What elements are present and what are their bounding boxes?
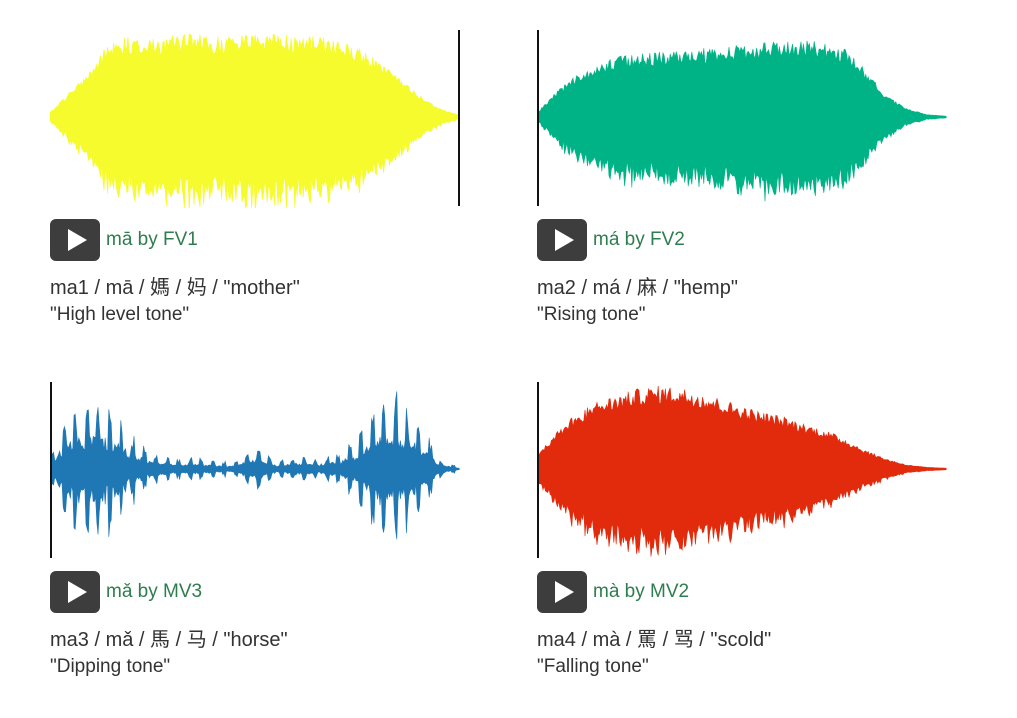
syllable-description: ma4 / mà / 罵 / 骂 / "scold" [537,629,772,651]
waveform[interactable] [537,28,947,208]
tone-name: "Dipping tone" [50,656,171,677]
player-row: má by FV2 [537,219,685,261]
syllable-description: ma2 / má / 麻 / "hemp" [537,277,738,299]
waveform-shape [50,33,460,208]
tone-name: "High level tone" [50,304,190,325]
syllable-description: ma3 / mǎ / 馬 / 马 / "horse" [50,629,288,651]
play-button[interactable] [50,571,100,613]
waveform-shape [537,40,947,202]
play-icon [67,581,87,603]
waveform[interactable] [50,380,460,560]
speaker-label[interactable]: mā by FV1 [106,229,198,250]
tone-name: "Falling tone" [537,656,649,677]
waveform-shape [50,391,460,540]
play-icon [554,229,574,251]
play-button[interactable] [50,219,100,261]
player-row: mǎ by MV3 [50,571,202,613]
sound-card-ma1: mā by FV1 ma1 / mā / 媽 / 妈 / "mother" "H… [50,28,470,348]
sound-card-ma4: mà by MV2 ma4 / mà / 罵 / 骂 / "scold" "Fa… [537,380,957,700]
waveform[interactable] [50,28,460,208]
sound-card-ma3: mǎ by MV3 ma3 / mǎ / 馬 / 马 / "horse" "Di… [50,380,470,700]
speaker-label[interactable]: mǎ by MV3 [106,581,203,602]
play-icon [554,581,574,603]
player-row: mā by FV1 [50,219,198,261]
waveform[interactable] [537,380,947,560]
play-icon [67,229,87,251]
play-button[interactable] [537,219,587,261]
syllable-description: ma1 / mā / 媽 / 妈 / "mother" [50,277,300,299]
speaker-label[interactable]: mà by MV2 [593,581,690,602]
waveform-shape [537,385,947,557]
player-row: mà by MV2 [537,571,689,613]
play-button[interactable] [537,571,587,613]
sound-card-ma2: má by FV2 ma2 / má / 麻 / "hemp" "Rising … [537,28,957,348]
tone-name: "Rising tone" [537,304,646,325]
speaker-label[interactable]: má by FV2 [593,229,685,250]
